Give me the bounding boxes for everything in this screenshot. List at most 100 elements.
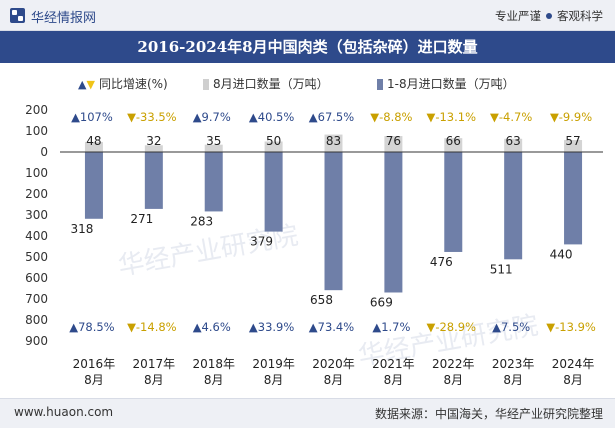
- legend-month-swatch: [203, 79, 209, 90]
- x-tick-label: 2016年: [73, 357, 116, 371]
- legend-month: 8月进口数量（万吨）: [203, 75, 329, 92]
- bar-month-label: 57: [565, 134, 580, 148]
- bar-month: [264, 141, 283, 152]
- y-tick-label: 500: [25, 250, 48, 264]
- growth-month-label: ▼-13.1%: [427, 110, 477, 124]
- bar-month: [564, 140, 583, 152]
- bar-month: [84, 141, 103, 152]
- y-tick-label: 900: [25, 334, 48, 348]
- bar-cumulative: [204, 152, 223, 212]
- y-tick-label: 0: [40, 145, 48, 159]
- growth-month-label: ▼-9.9%: [550, 110, 592, 124]
- chart-plot: 华经产业研究院华经产业研究院20010001002003004005006007…: [25, 103, 603, 387]
- bar-month: [204, 144, 223, 152]
- bar-cumulative: [384, 152, 403, 293]
- x-tick-label: 2020年: [312, 357, 355, 371]
- bar-cumulative: [444, 152, 463, 252]
- bar-cumulative: [504, 152, 523, 260]
- top-bar: 华经情报网 专业严谨 客观科学: [0, 0, 615, 31]
- legend-cumulative-swatch: [377, 79, 383, 90]
- logo-icon: [10, 8, 25, 23]
- bar-month: [384, 136, 403, 152]
- y-tick-label: 300: [25, 208, 48, 222]
- x-tick-label: 2023年: [492, 357, 535, 371]
- growth-month-label: ▼-4.7%: [490, 110, 532, 124]
- y-tick-label: 100: [25, 124, 48, 138]
- bar-month-label: 83: [326, 134, 341, 148]
- y-tick-label: 200: [25, 187, 48, 201]
- y-tick-label: 100: [25, 166, 48, 180]
- bar-cumulative: [144, 152, 163, 209]
- bar-month-label: 32: [146, 134, 161, 148]
- bar-month-label: 50: [266, 134, 281, 148]
- bar-month: [444, 138, 463, 152]
- bar-cumulative-label: 440: [550, 247, 573, 261]
- x-tick-label: 8月: [264, 373, 284, 387]
- bar-month-label: 66: [446, 134, 461, 148]
- x-tick-label: 8月: [503, 373, 523, 387]
- bar-month-label: 35: [206, 134, 221, 148]
- tagline-right: 客观科学: [557, 9, 603, 23]
- bar-month-label: 48: [86, 134, 101, 148]
- growth-cumulative-label: ▼-14.8%: [127, 320, 177, 334]
- x-tick-label: 2022年: [432, 357, 475, 371]
- bar-cumulative: [324, 152, 343, 291]
- x-tick-label: 8月: [563, 373, 583, 387]
- growth-cumulative-label: ▲1.7%: [372, 320, 410, 334]
- logo-text: 华经情报网: [31, 11, 97, 26]
- bar-cumulative-label: 658: [310, 293, 333, 307]
- bar-month: [144, 145, 163, 152]
- tagline-left: 专业严谨: [495, 9, 541, 23]
- x-tick-label: 8月: [384, 373, 404, 387]
- bar-cumulative-label: 271: [130, 212, 153, 226]
- bar-cumulative: [264, 152, 283, 232]
- growth-cumulative-label: ▲73.4%: [309, 320, 354, 334]
- legend-month-label: 8月进口数量（万吨）: [213, 77, 329, 91]
- bar-cumulative: [564, 152, 583, 245]
- growth-month-label: ▲40.5%: [249, 110, 294, 124]
- legend-cumulative: 1-8月进口数量（万吨）: [377, 75, 515, 92]
- bar-cumulative-label: 511: [490, 262, 513, 276]
- x-tick-label: 8月: [204, 373, 224, 387]
- x-tick-label: 2017年: [133, 357, 176, 371]
- growth-month-label: ▲107%: [71, 110, 113, 124]
- tagline: 专业严谨 客观科学: [495, 8, 603, 24]
- bar-cumulative: [84, 152, 103, 219]
- growth-cumulative-label: ▼-28.9%: [427, 320, 477, 334]
- bar-month-label: 76: [386, 134, 401, 148]
- growth-month-label: ▼-33.5%: [127, 110, 177, 124]
- legend-cumulative-label: 1-8月进口数量（万吨）: [387, 77, 515, 91]
- growth-cumulative-label: ▲7.5%: [492, 320, 530, 334]
- growth-cumulative-label: ▼-13.9%: [546, 320, 596, 334]
- bar-month-label: 63: [506, 134, 521, 148]
- x-tick-label: 8月: [324, 373, 344, 387]
- bar-cumulative-label: 669: [370, 295, 393, 309]
- growth-cumulative-label: ▲4.6%: [193, 320, 231, 334]
- y-tick-label: 800: [25, 313, 48, 327]
- dot-icon: [546, 13, 552, 19]
- bar-cumulative-label: 283: [190, 214, 213, 228]
- bar-cumulative-label: 379: [250, 235, 273, 249]
- legend-growth-label: 同比增速(%): [98, 77, 168, 91]
- bar-cumulative-label: 318: [70, 222, 93, 236]
- growth-month-label: ▲67.5%: [309, 110, 354, 124]
- chart-title: 2016-2024年8月中国肉类（包括杂碎）进口数量: [0, 31, 615, 63]
- bar-month: [504, 138, 523, 152]
- x-tick-label: 2021年: [372, 357, 415, 371]
- x-tick-label: 8月: [443, 373, 463, 387]
- growth-month-label: ▲9.7%: [193, 110, 231, 124]
- x-tick-label: 8月: [144, 373, 164, 387]
- x-tick-label: 2024年: [552, 357, 595, 371]
- growth-cumulative-label: ▲33.9%: [249, 320, 294, 334]
- x-tick-label: 8月: [84, 373, 104, 387]
- bar-month: [324, 134, 343, 152]
- legend: ▲▼ 同比增速(%) 8月进口数量（万吨） 1-8月进口数量（万吨）: [0, 71, 615, 93]
- x-tick-label: 2019年: [252, 357, 295, 371]
- footer: www.huaon.com 数据来源：中国海关，华经产业研究院整理: [0, 398, 615, 428]
- growth-month-label: ▼-8.8%: [370, 110, 412, 124]
- x-tick-label: 2018年: [192, 357, 235, 371]
- bar-cumulative-label: 476: [430, 255, 453, 269]
- legend-growth: ▲▼ 同比增速(%): [78, 75, 168, 92]
- y-tick-label: 700: [25, 292, 48, 306]
- footer-site: www.huaon.com: [14, 405, 114, 419]
